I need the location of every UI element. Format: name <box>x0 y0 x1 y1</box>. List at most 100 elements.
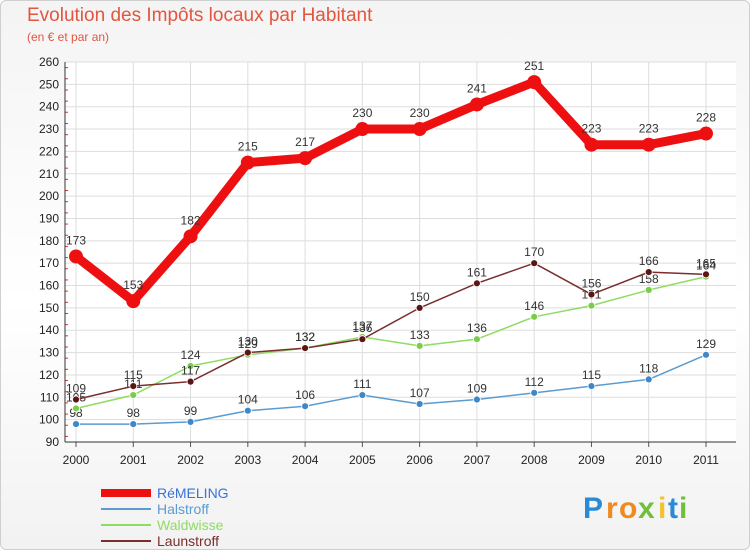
chart-subtitle: (en € et par an) <box>27 30 110 44</box>
y-tick-label: 150 <box>39 301 59 315</box>
data-label: 104 <box>238 393 258 407</box>
data-point <box>587 290 596 299</box>
x-tick-label: 2008 <box>521 453 548 467</box>
brand-logo-letter: x <box>638 492 655 525</box>
x-tick-label: 2006 <box>406 453 433 467</box>
data-point <box>473 335 481 344</box>
x-tick-label: 2002 <box>177 453 204 467</box>
data-label: 106 <box>295 388 315 402</box>
data-label: 115 <box>124 368 143 382</box>
data-point <box>186 417 195 426</box>
brand-logo-letter: P <box>583 492 603 525</box>
y-tick-label: 210 <box>39 167 59 181</box>
y-tick-label: 200 <box>39 189 59 203</box>
data-point <box>587 301 596 310</box>
data-point <box>186 377 195 386</box>
y-tick-label: 260 <box>39 55 59 69</box>
legend-label: Launstroff <box>157 533 219 549</box>
data-label: 136 <box>467 321 487 335</box>
data-point <box>473 279 481 288</box>
brand-logo-letter: i <box>658 492 666 525</box>
data-label: 223 <box>581 122 601 136</box>
brand-logo-letter: r <box>606 492 618 525</box>
data-label: 111 <box>353 377 372 391</box>
series-line-waldwisse <box>75 275 707 410</box>
data-point <box>298 151 313 166</box>
y-tick-label: 130 <box>39 346 59 360</box>
data-label: 130 <box>238 335 258 349</box>
data-label: 109 <box>467 382 487 396</box>
brand-logo-letter: t <box>668 492 678 525</box>
data-point <box>644 286 653 294</box>
series-line-launstroff <box>75 262 707 401</box>
data-point <box>530 312 539 321</box>
data-label: 132 <box>295 330 315 344</box>
chart-title: Evolution des Impôts locaux par Habitant <box>27 5 373 26</box>
data-label: 161 <box>467 265 487 279</box>
data-point <box>644 375 653 384</box>
brand-logo-letter: o <box>619 492 637 525</box>
data-label: 165 <box>696 256 716 270</box>
data-label: 170 <box>524 245 544 259</box>
data-label: 153 <box>123 278 143 292</box>
data-label: 228 <box>696 111 716 125</box>
data-label: 173 <box>66 233 86 247</box>
data-label: 241 <box>467 81 487 95</box>
data-point <box>702 350 710 359</box>
data-label: 117 <box>181 364 200 378</box>
data-point <box>301 402 309 411</box>
x-tick-label: 2005 <box>349 453 376 467</box>
data-label: 164 <box>696 259 716 273</box>
data-label: 124 <box>181 348 201 362</box>
data-point <box>702 270 710 279</box>
data-point <box>72 395 80 404</box>
y-tick-label: 170 <box>39 256 59 270</box>
y-tick-label: 100 <box>39 413 59 427</box>
data-label: 158 <box>639 272 659 286</box>
data-point <box>72 420 80 429</box>
data-point <box>469 97 484 112</box>
data-label: 182 <box>181 213 201 227</box>
x-tick-label: 2009 <box>578 453 605 467</box>
data-point <box>129 391 138 399</box>
data-label: 118 <box>639 361 658 375</box>
series-line-rémeling <box>71 77 711 306</box>
x-tick-label: 2007 <box>464 453 491 467</box>
x-tick-label: 2010 <box>635 453 662 467</box>
series-line-halstroff <box>75 354 707 425</box>
data-point <box>126 294 141 309</box>
data-point <box>644 268 653 277</box>
data-label: 132 <box>295 330 315 344</box>
data-label: 146 <box>524 299 544 313</box>
y-tick-label: 240 <box>39 100 59 114</box>
data-label: 109 <box>66 382 86 396</box>
y-tick-label: 180 <box>39 234 59 248</box>
data-label: 217 <box>295 135 315 149</box>
x-tick-label: 2011 <box>693 453 719 467</box>
data-point <box>72 404 80 413</box>
data-point <box>355 122 370 137</box>
data-label: 215 <box>238 140 258 154</box>
data-label: 136 <box>352 321 372 335</box>
data-label: 137 <box>352 319 372 333</box>
data-label: 129 <box>696 337 716 351</box>
data-label: 115 <box>582 368 601 382</box>
data-point <box>183 229 198 244</box>
legend-label: Halstroff <box>157 501 209 517</box>
data-point <box>69 249 83 264</box>
y-tick-label: 120 <box>39 368 59 382</box>
data-label: 99 <box>184 404 198 418</box>
data-label: 107 <box>410 386 430 400</box>
data-point <box>530 388 539 397</box>
legend-label: RéMELING <box>157 485 229 501</box>
data-point <box>530 259 539 268</box>
x-tick-label: 2001 <box>120 453 147 467</box>
data-label: 230 <box>410 106 430 120</box>
data-label: 166 <box>639 254 659 268</box>
data-label: 223 <box>639 122 659 136</box>
plot-area <box>65 62 736 442</box>
data-point <box>358 335 367 344</box>
data-point <box>129 420 138 429</box>
